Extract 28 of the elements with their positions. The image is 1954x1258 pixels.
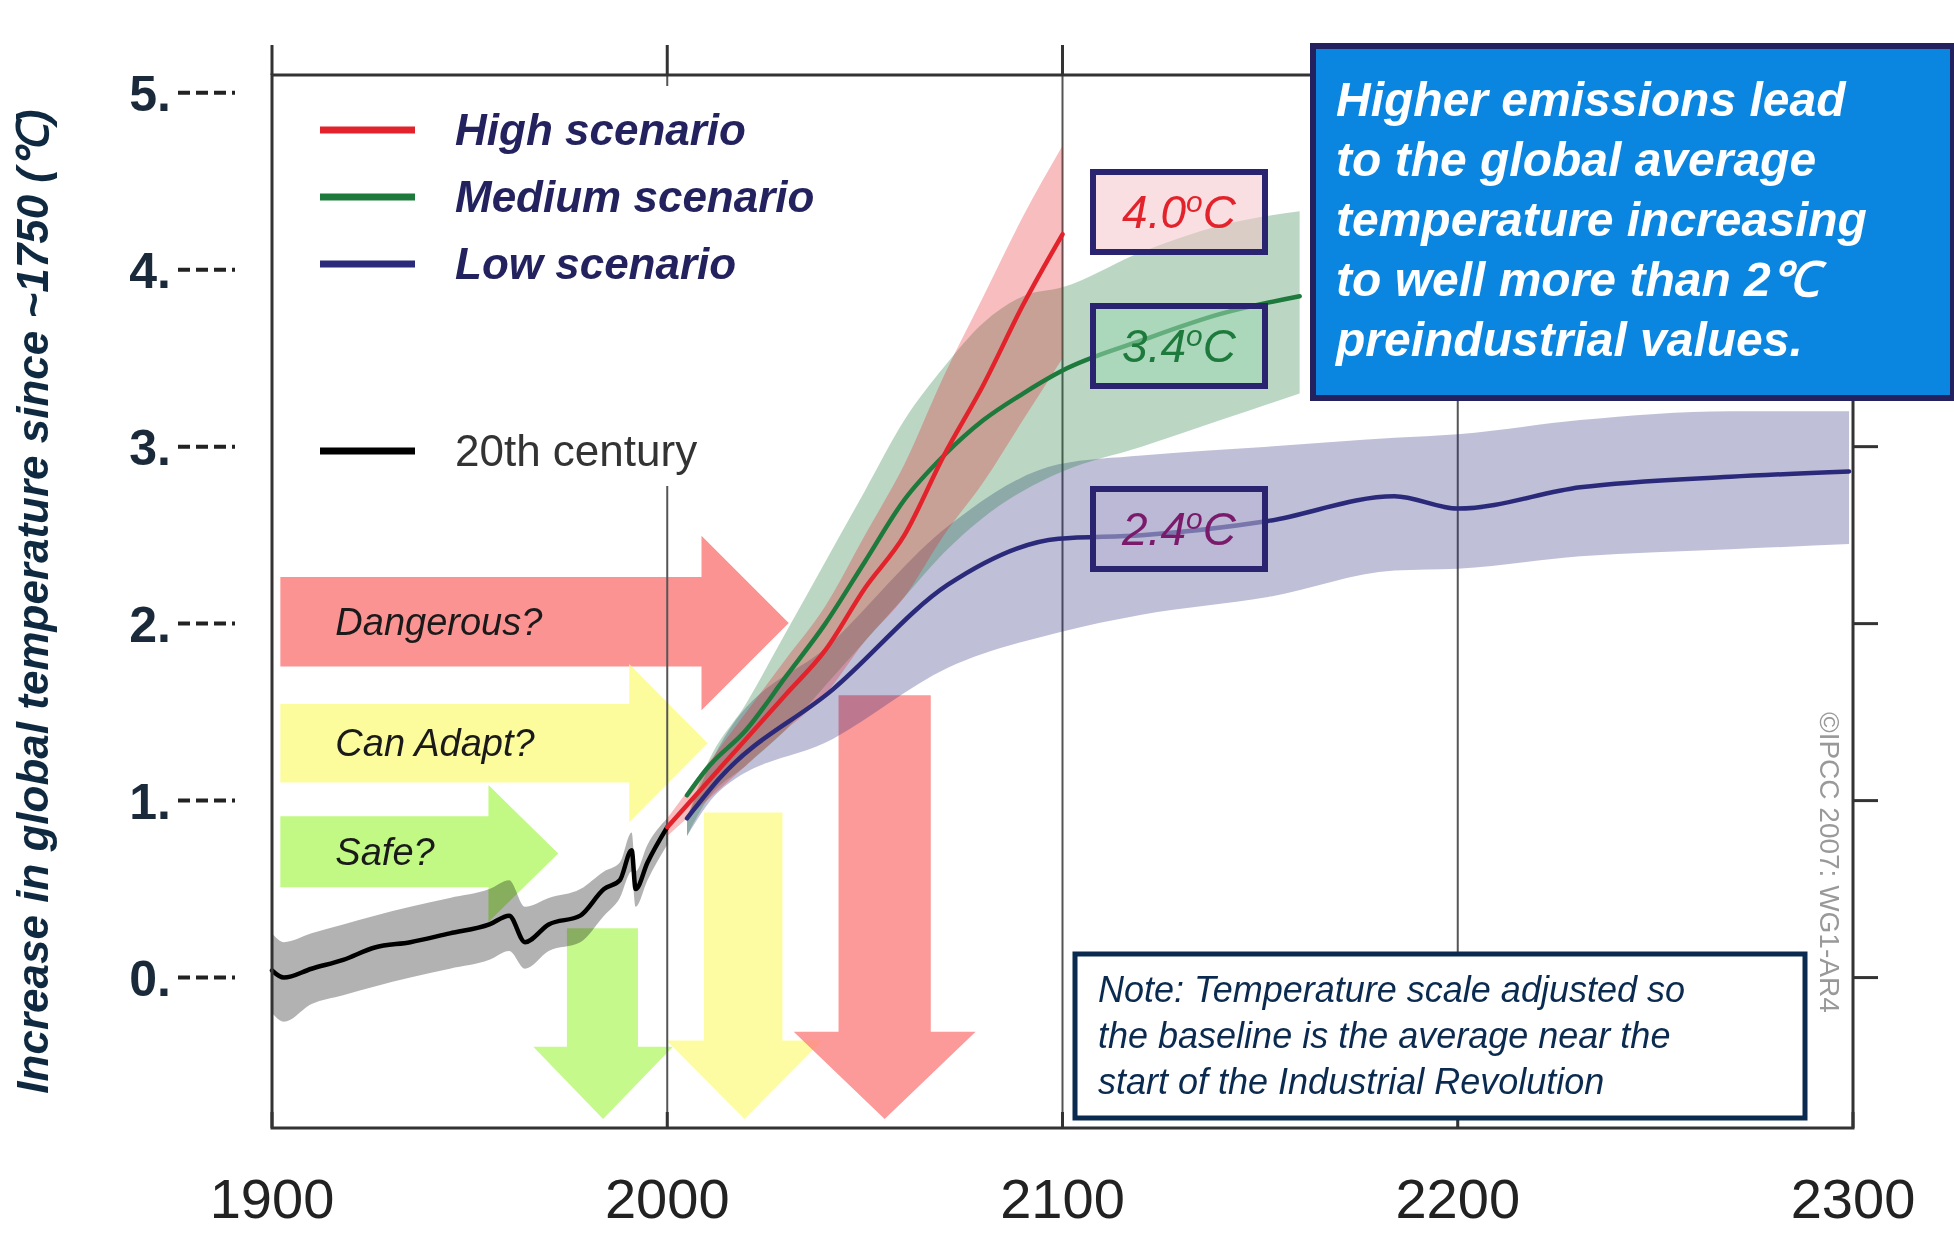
y-axis-title: Increase in global temperature since ~1750 (℃) bbox=[8, 109, 57, 1094]
x-tick-label: 2300 bbox=[1790, 1167, 1916, 1230]
annotation: 4.0$^{o}$C bbox=[1122, 184, 1237, 238]
annotation: Can Adapt? bbox=[335, 722, 536, 765]
legend-label: High scenario bbox=[455, 105, 746, 154]
y-tick-label: 5. bbox=[129, 65, 171, 122]
y-tick-label: 1. bbox=[129, 773, 171, 830]
y-tick-label: 2. bbox=[129, 596, 171, 653]
annotation: 3.4$^{o}$C bbox=[1122, 318, 1237, 372]
annotation: Safe? bbox=[335, 830, 436, 873]
annotation: Dangerous? bbox=[335, 600, 544, 643]
legend-label: 20th century bbox=[455, 426, 698, 475]
legend-label: Medium scenario bbox=[455, 172, 815, 221]
y-tick-label: 3. bbox=[129, 419, 171, 476]
x-tick-label: 2100 bbox=[1000, 1167, 1125, 1230]
right-arrow: Can Adapt? bbox=[280, 664, 708, 823]
annotation: Higher emissions lead to the global average temperature increasing to well more than 2℃ preindustrial values. bbox=[1334, 73, 1867, 366]
legend-label: Low scenario bbox=[455, 239, 737, 288]
x-tick-label: 2200 bbox=[1395, 1167, 1521, 1230]
right-arrow: Dangerous? bbox=[280, 535, 789, 711]
right-arrow: Safe? bbox=[280, 785, 559, 923]
y-tick-label: 0. bbox=[129, 950, 171, 1007]
y-tick-label: 4. bbox=[129, 242, 171, 299]
annotation: 2.4$^{o}$C bbox=[1121, 501, 1237, 555]
x-tick-label: 1900 bbox=[209, 1167, 335, 1230]
annotation: Note: Temperature scale adjusted so the baseline is the average near the start of the Industrial Revolution bbox=[1098, 969, 1686, 1102]
annotation: ©IPCC 2007: WG1-AR4 bbox=[1814, 712, 1845, 1013]
x-tick-label: 2000 bbox=[604, 1167, 730, 1230]
